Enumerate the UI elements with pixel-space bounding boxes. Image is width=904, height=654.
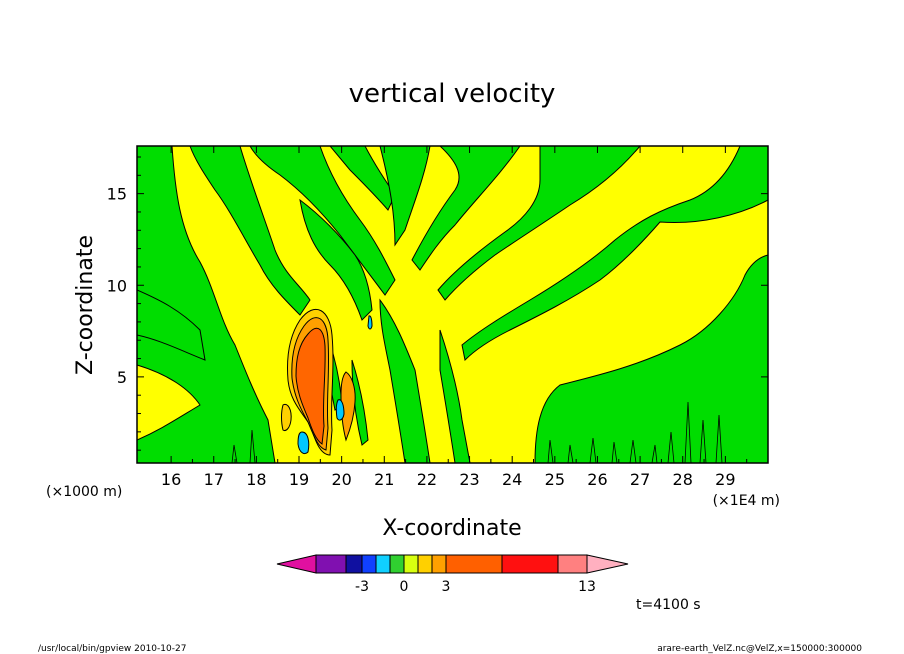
plot-area bbox=[137, 146, 768, 463]
x-tick-label: 29 bbox=[715, 470, 735, 489]
x-axis-ticks: 16 17 18 19 20 21 22 23 24 25 26 27 28 29 bbox=[161, 146, 748, 489]
footer-right: arare-earth_VelZ.nc@VelZ,x=150000:300000 bbox=[657, 644, 862, 654]
plot-frame bbox=[136, 145, 769, 464]
colorbar-segment bbox=[431, 554, 447, 574]
colorbar-segment bbox=[276, 554, 317, 574]
x-tick-label: 18 bbox=[246, 470, 266, 489]
x-tick-label: 23 bbox=[459, 470, 479, 489]
downdraft-spots bbox=[297, 315, 373, 455]
y-tick-label: 10 bbox=[107, 276, 127, 295]
x-tick-label: 26 bbox=[587, 470, 607, 489]
x-unit-left: (×1000 m) bbox=[46, 484, 122, 500]
colorbar-segment bbox=[501, 554, 559, 574]
y-tick-label: 5 bbox=[117, 368, 127, 387]
x-tick-label: 16 bbox=[161, 470, 181, 489]
x-tick-label: 28 bbox=[673, 470, 693, 489]
colorbar-label: 13 bbox=[578, 579, 596, 595]
colorbar-segment bbox=[403, 554, 419, 574]
x-tick-label: 20 bbox=[331, 470, 351, 489]
colorbar-segment bbox=[586, 554, 629, 574]
updraft-core bbox=[281, 308, 356, 456]
colorbar bbox=[276, 554, 629, 574]
colorbar-segment bbox=[445, 554, 503, 574]
surface-perturbations bbox=[231, 401, 723, 463]
footer-left: /usr/local/bin/gpview 2010-10-27 bbox=[38, 644, 186, 654]
y-axis-ticks: 5 10 15 bbox=[107, 156, 768, 451]
colorbar-segment bbox=[557, 554, 588, 574]
x-unit-right: (×1E4 m) bbox=[713, 493, 780, 509]
x-tick-label: 21 bbox=[374, 470, 394, 489]
x-tick-label: 19 bbox=[289, 470, 309, 489]
colorbar-segment bbox=[417, 554, 433, 574]
x-tick-label: 22 bbox=[417, 470, 437, 489]
colorbar-labels: -3 0 3 13 bbox=[355, 579, 596, 595]
x-tick-label: 24 bbox=[502, 470, 522, 489]
colorbar-label: 0 bbox=[400, 579, 409, 595]
x-tick-label: 17 bbox=[204, 470, 224, 489]
colorbar-label: -3 bbox=[355, 579, 369, 595]
time-label: t=4100 s bbox=[636, 597, 701, 613]
colorbar-label: 3 bbox=[442, 579, 451, 595]
y-axis-label: Z-coordinate bbox=[73, 235, 98, 375]
x-axis-label: X-coordinate bbox=[382, 516, 521, 541]
x-tick-label: 25 bbox=[545, 470, 565, 489]
colorbar-segment bbox=[345, 554, 363, 574]
colorbar-segment bbox=[361, 554, 377, 574]
colorbar-segment bbox=[375, 554, 391, 574]
colorbar-segment bbox=[315, 554, 347, 574]
y-tick-label: 15 bbox=[107, 185, 127, 204]
chart-title: vertical velocity bbox=[349, 79, 556, 109]
negative-velocity-regions bbox=[137, 146, 768, 463]
colorbar-segment bbox=[389, 554, 405, 574]
x-tick-label: 27 bbox=[630, 470, 650, 489]
